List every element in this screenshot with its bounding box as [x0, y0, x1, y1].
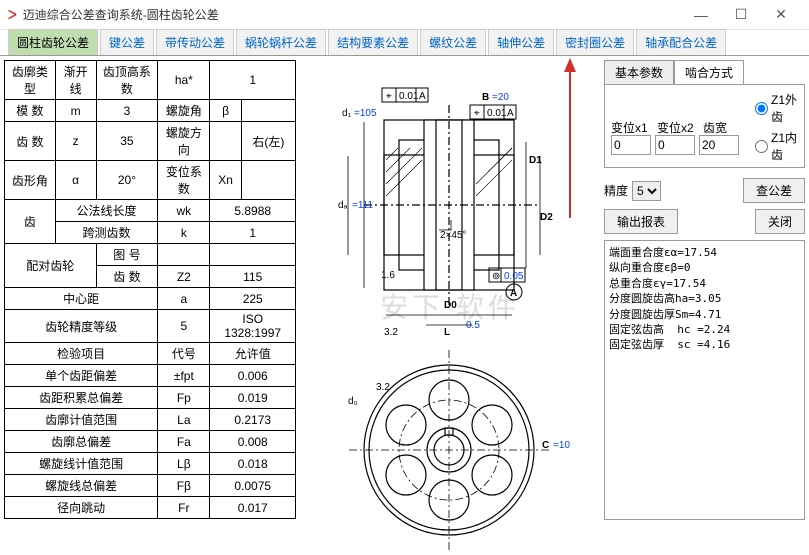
diagram-panel: 安下 软件: [300, 56, 600, 555]
svg-text:C: C: [542, 440, 549, 451]
svg-text:B: B: [482, 92, 489, 103]
tab-mesh-mode[interactable]: 啮合方式: [674, 60, 744, 84]
svg-text:=20: =20: [492, 92, 509, 103]
label-bw: 齿宽: [703, 119, 745, 136]
maximize-button[interactable]: ☐: [721, 6, 761, 23]
svg-text:d₀: d₀: [348, 396, 358, 407]
svg-text:=111: =111: [352, 200, 373, 211]
svg-text:A: A: [419, 91, 426, 102]
svg-text:L: L: [444, 327, 450, 338]
svg-text:=105: =105: [354, 108, 377, 119]
svg-text:0.5: 0.5: [466, 320, 480, 331]
main-tab-4[interactable]: 结构要素公差: [328, 29, 418, 55]
svg-text:A: A: [510, 288, 517, 299]
close-button[interactable]: ✕: [761, 6, 801, 23]
app-icon: ᐳ: [8, 8, 17, 22]
output-text: 端面重合度εα=17.54 纵向重合度εβ=0 总重合度εγ=17.54 分度圆…: [604, 240, 805, 520]
main-tab-6[interactable]: 轴伸公差: [488, 29, 554, 55]
parameter-panel: 齿廓类型渐开线齿顶高系数ha*1模 数m3螺旋角β齿 数z35螺旋方向右(左)齿…: [0, 56, 300, 555]
radio-inner[interactable]: Z1内齿: [755, 129, 797, 163]
svg-text:⌖: ⌖: [386, 91, 392, 102]
svg-text:2×45°: 2×45°: [440, 230, 467, 241]
svg-text:3.2: 3.2: [376, 382, 390, 393]
svg-text:0.01: 0.01: [399, 91, 419, 102]
precision-select[interactable]: 5: [632, 181, 661, 201]
tab-bar: 圆柱齿轮公差键公差带传动公差蜗轮蜗杆公差结构要素公差螺纹公差轴伸公差密封圈公差轴…: [0, 30, 809, 56]
tab-basic-params[interactable]: 基本参数: [604, 60, 674, 84]
close-panel-button[interactable]: 关闭: [755, 209, 805, 234]
gear-diagram: ⌖ 0.01 A ⌖ 0.01 A B=20 d₁=105 dₐ=111 D1 …: [304, 60, 594, 550]
main-tab-0[interactable]: 圆柱齿轮公差: [8, 29, 98, 55]
right-tabs: 基本参数 啮合方式: [604, 60, 805, 84]
label-x1: 变位x1: [611, 119, 653, 136]
svg-text:A: A: [507, 108, 514, 119]
input-bw[interactable]: [699, 135, 739, 155]
minimize-button[interactable]: —: [681, 7, 721, 23]
svg-text:d₁: d₁: [342, 108, 352, 119]
main-tab-1[interactable]: 键公差: [100, 29, 154, 55]
titlebar: ᐳ 迈迪综合公差查询系统-圆柱齿轮公差 — ☐ ✕: [0, 0, 809, 30]
label-x2: 变位x2: [657, 119, 699, 136]
input-x1[interactable]: [611, 135, 651, 155]
svg-text:=10: =10: [553, 440, 570, 451]
svg-text:3.2: 3.2: [384, 327, 398, 338]
main-tab-5[interactable]: 螺纹公差: [420, 29, 486, 55]
window-title: 迈迪综合公差查询系统-圆柱齿轮公差: [23, 6, 681, 23]
svg-text:D0: D0: [444, 300, 457, 311]
main-tab-8[interactable]: 轴承配合公差: [636, 29, 726, 55]
precision-label: 精度: [604, 182, 628, 199]
svg-text:dₐ: dₐ: [338, 200, 348, 211]
output-report-button[interactable]: 输出报表: [604, 209, 678, 234]
svg-text:1.6: 1.6: [381, 270, 395, 281]
svg-text:0.01: 0.01: [487, 108, 507, 119]
control-panel: 基本参数 啮合方式 变位x1 变位x2 齿宽 Z1外齿 Z1内齿 精度 5: [600, 56, 809, 555]
main-tab-3[interactable]: 蜗轮蜗杆公差: [236, 29, 326, 55]
check-tolerance-button[interactable]: 查公差: [743, 178, 805, 203]
svg-text:⊚: ⊚: [492, 271, 500, 282]
input-x2[interactable]: [655, 135, 695, 155]
radio-outer[interactable]: Z1外齿: [755, 91, 797, 125]
main-tab-2[interactable]: 带传动公差: [156, 29, 234, 55]
svg-text:D2: D2: [540, 212, 553, 223]
param-table: 齿廓类型渐开线齿顶高系数ha*1模 数m3螺旋角β齿 数z35螺旋方向右(左)齿…: [4, 60, 296, 519]
svg-text:⌖: ⌖: [474, 108, 480, 119]
main-tab-7[interactable]: 密封圈公差: [556, 29, 634, 55]
svg-text:0.05: 0.05: [504, 271, 524, 282]
